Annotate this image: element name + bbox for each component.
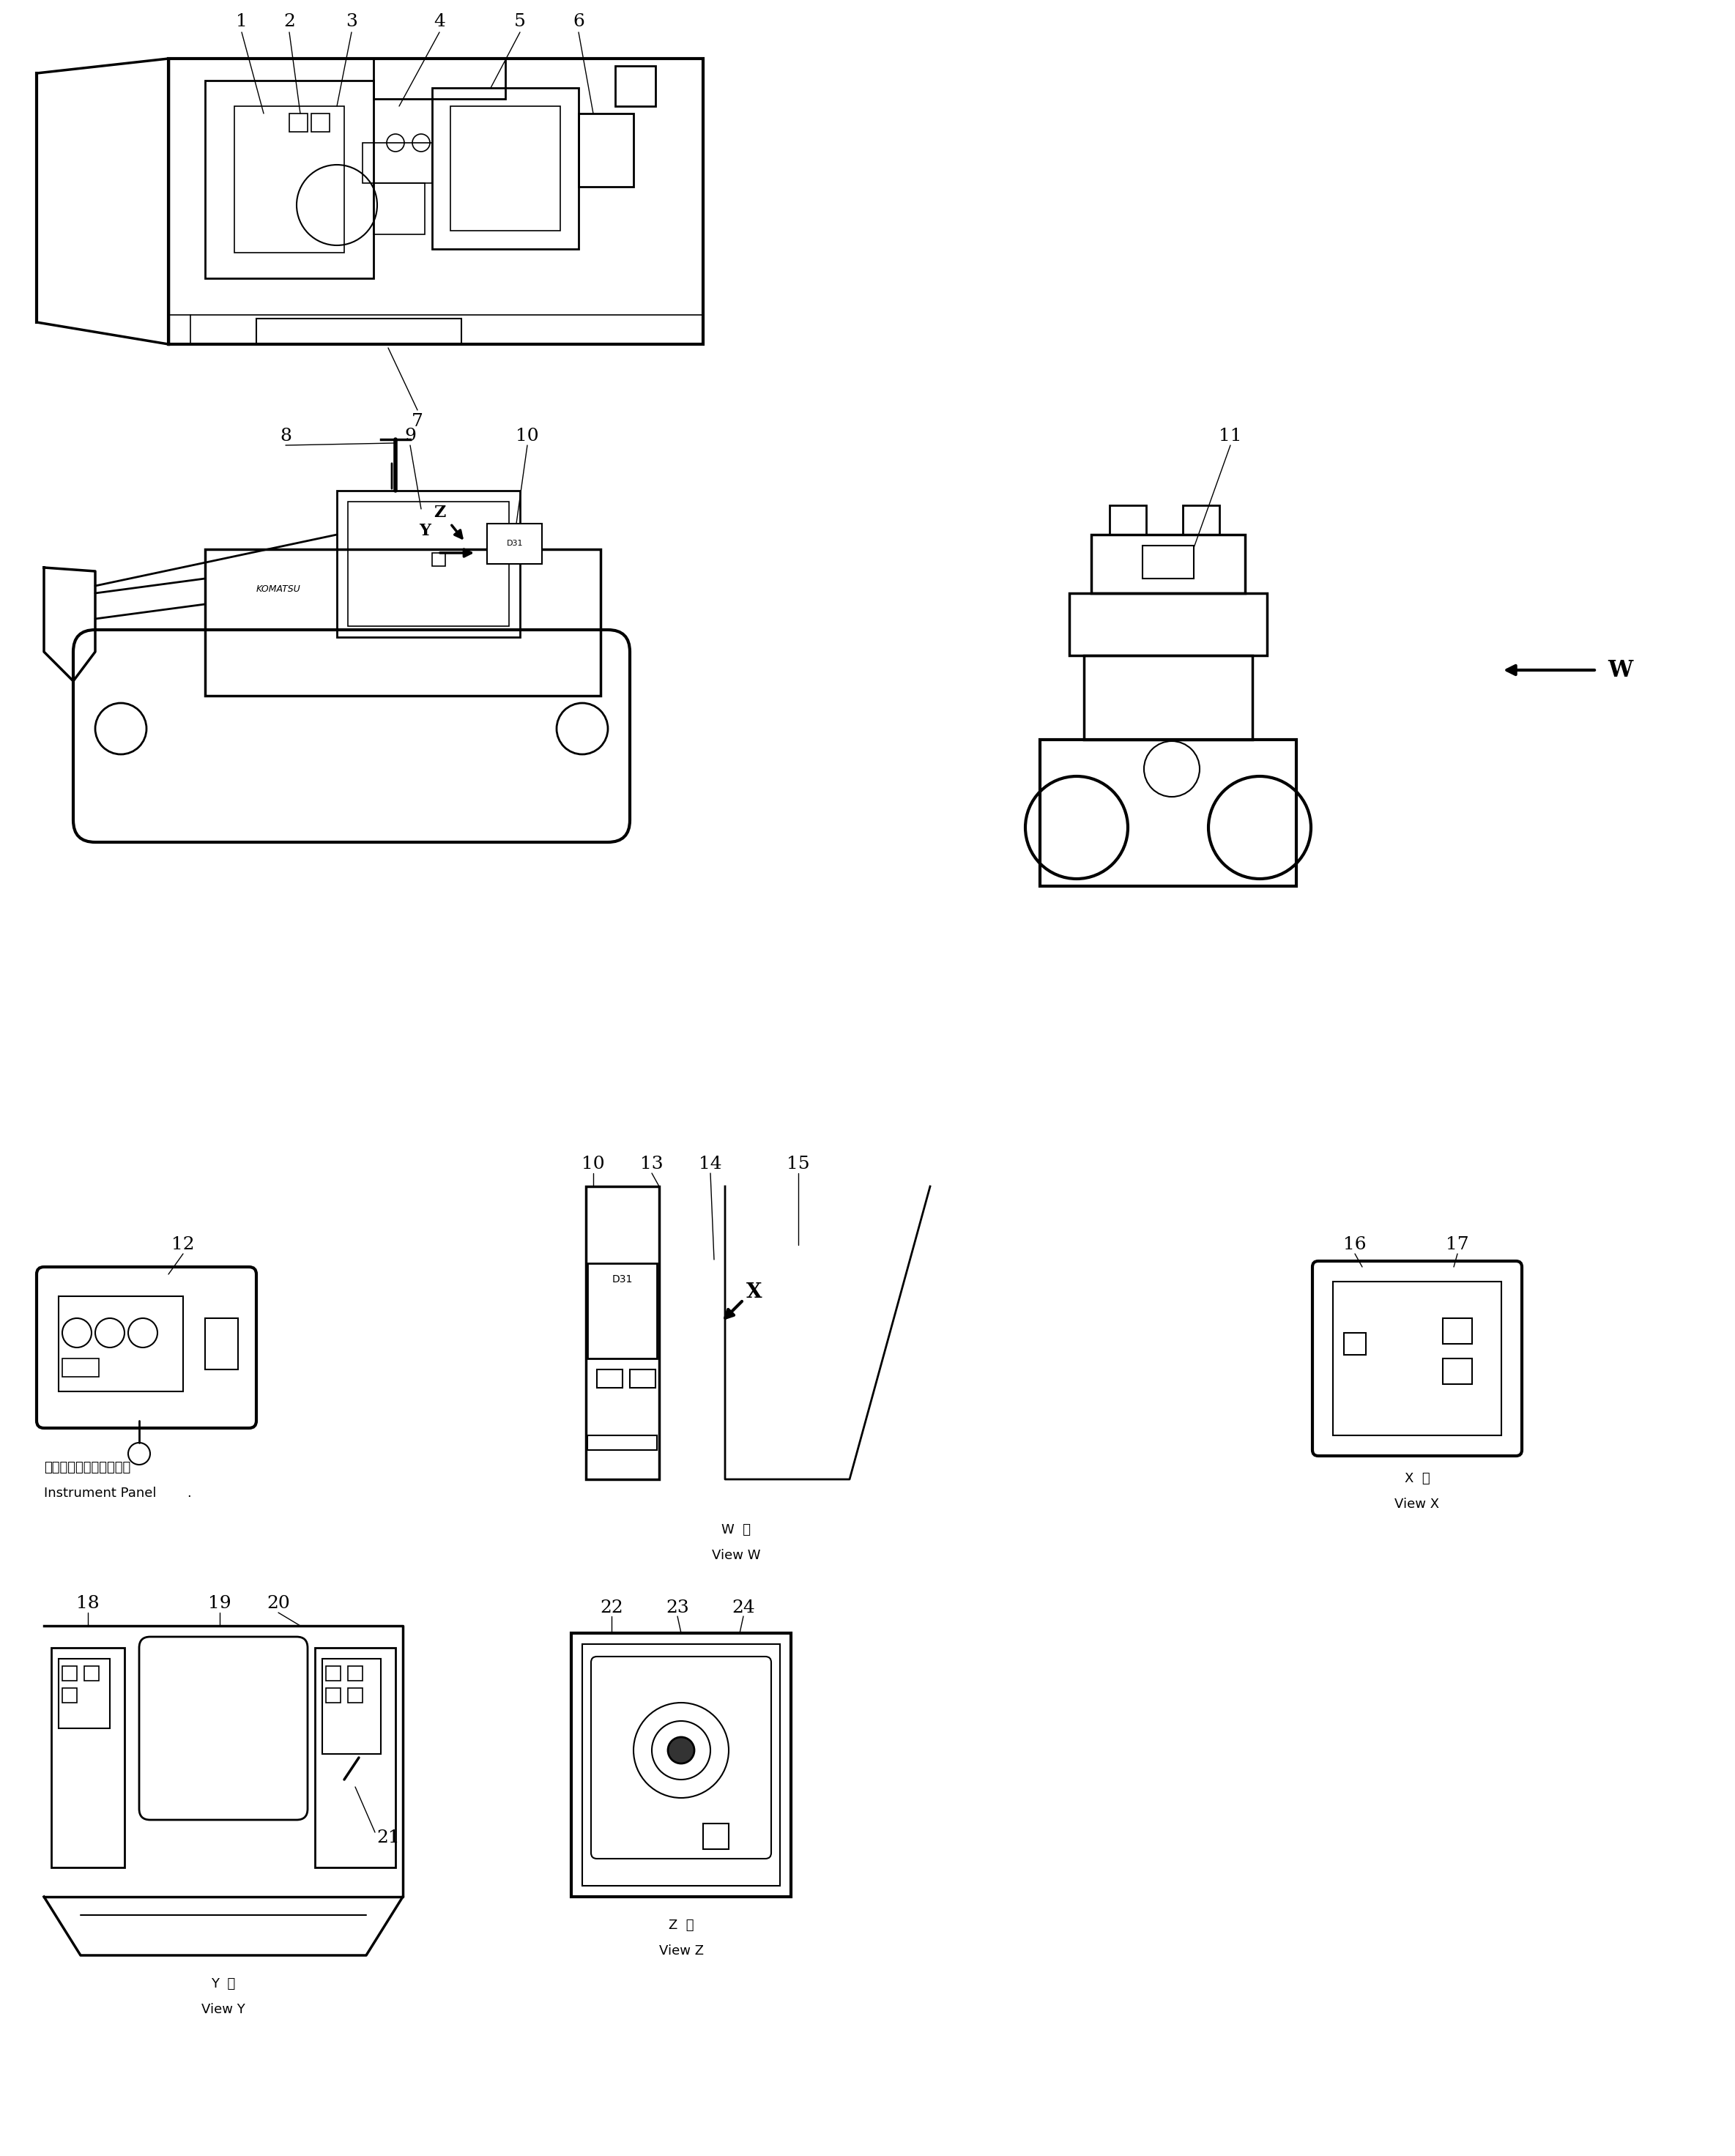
Bar — [59, 1296, 184, 1391]
Bar — [326, 1667, 340, 1682]
Bar — [432, 552, 446, 567]
Text: D31: D31 — [612, 1274, 633, 1285]
Bar — [52, 1647, 125, 1867]
Bar — [311, 114, 330, 132]
Bar — [373, 183, 425, 235]
Text: 10: 10 — [581, 1156, 606, 1173]
Text: インスツルメントパネル: インスツルメントパネル — [43, 1462, 130, 1475]
Text: D31: D31 — [507, 539, 522, 548]
Text: 17: 17 — [1445, 1238, 1470, 1253]
Text: 8: 8 — [279, 427, 291, 444]
Bar — [326, 1688, 340, 1703]
Bar — [62, 1688, 76, 1703]
Text: W: W — [1608, 660, 1633, 681]
Text: 7: 7 — [411, 412, 423, 429]
Text: W  視: W 視 — [722, 1524, 751, 1537]
Bar — [630, 1369, 656, 1388]
Circle shape — [668, 1738, 694, 1764]
Text: 14: 14 — [699, 1156, 722, 1173]
Bar — [1143, 545, 1194, 578]
Text: Instrument Panel: Instrument Panel — [43, 1488, 156, 1501]
Bar — [205, 80, 373, 278]
Bar — [488, 524, 541, 565]
Text: Y  視: Y 視 — [212, 1977, 236, 1990]
Bar — [586, 1186, 659, 1479]
Bar — [1069, 593, 1267, 655]
Text: X  視: X 視 — [1404, 1473, 1430, 1485]
Text: View Z: View Z — [659, 1945, 703, 1958]
Bar — [432, 88, 578, 248]
Bar — [168, 58, 703, 345]
Text: View Y: View Y — [201, 2003, 245, 2016]
FancyBboxPatch shape — [139, 1636, 307, 1820]
Text: .: . — [187, 1488, 191, 1501]
Text: 5: 5 — [514, 13, 526, 30]
Bar — [373, 58, 505, 99]
Text: KOMATSU: KOMATSU — [257, 584, 300, 595]
Bar — [62, 1667, 76, 1682]
Text: 10: 10 — [515, 427, 540, 444]
Bar — [337, 492, 520, 638]
Text: 20: 20 — [267, 1595, 290, 1613]
Text: 12: 12 — [172, 1238, 194, 1253]
Bar — [349, 502, 508, 625]
Bar — [1110, 505, 1147, 535]
Bar — [234, 106, 344, 252]
Bar — [616, 67, 656, 106]
Text: View X: View X — [1395, 1498, 1440, 1511]
Text: 16: 16 — [1343, 1238, 1367, 1253]
Bar — [1345, 1332, 1365, 1354]
Bar — [205, 550, 600, 696]
Bar — [257, 319, 462, 345]
Bar — [1091, 535, 1246, 593]
Text: 19: 19 — [208, 1595, 231, 1613]
Bar — [363, 142, 432, 183]
Bar — [59, 1658, 109, 1729]
Text: 4: 4 — [434, 13, 446, 30]
Bar — [571, 1632, 791, 1897]
Bar — [583, 1645, 781, 1886]
Bar — [1332, 1281, 1501, 1436]
Text: 15: 15 — [786, 1156, 810, 1173]
Text: 18: 18 — [76, 1595, 99, 1613]
Text: 11: 11 — [1220, 427, 1242, 444]
Bar — [1039, 740, 1296, 886]
Bar — [1084, 655, 1253, 740]
Text: Z: Z — [434, 505, 446, 522]
Bar — [349, 1688, 363, 1703]
Bar — [451, 106, 560, 231]
Bar — [588, 1436, 658, 1451]
Bar — [85, 1667, 99, 1682]
Bar — [316, 1647, 396, 1867]
Bar — [290, 114, 307, 132]
Bar — [1444, 1317, 1471, 1343]
Text: 3: 3 — [345, 13, 357, 30]
Bar — [703, 1824, 729, 1850]
Bar — [1444, 1358, 1471, 1384]
Bar — [62, 1358, 99, 1378]
Text: 13: 13 — [640, 1156, 663, 1173]
Text: 1: 1 — [236, 13, 248, 30]
FancyBboxPatch shape — [592, 1656, 770, 1858]
Text: X: X — [746, 1283, 762, 1302]
Text: 23: 23 — [666, 1600, 689, 1615]
Bar — [588, 1263, 658, 1358]
Text: Y: Y — [418, 524, 430, 539]
Text: 2: 2 — [283, 13, 295, 30]
Text: 24: 24 — [732, 1600, 755, 1615]
Bar — [205, 1317, 238, 1369]
Text: View W: View W — [711, 1548, 760, 1563]
Bar — [578, 114, 633, 188]
Bar — [1183, 505, 1220, 535]
Bar — [349, 1667, 363, 1682]
Text: Z  視: Z 視 — [668, 1919, 694, 1932]
Bar — [597, 1369, 623, 1388]
Text: 6: 6 — [573, 13, 585, 30]
Text: 9: 9 — [404, 427, 416, 444]
Bar — [323, 1658, 382, 1755]
Text: 22: 22 — [600, 1600, 623, 1615]
Text: 21: 21 — [376, 1830, 399, 1846]
